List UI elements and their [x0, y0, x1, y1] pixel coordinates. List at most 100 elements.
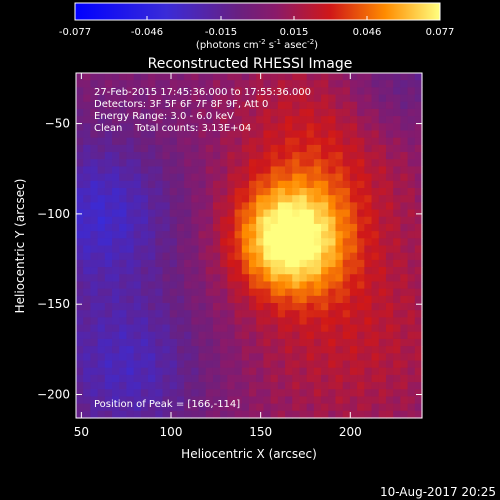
heatmap-cell [349, 87, 358, 96]
heatmap-cell [104, 159, 113, 168]
heatmap-cell [285, 166, 293, 175]
heatmap-cell [97, 94, 106, 103]
heatmap-cell [169, 159, 178, 168]
heatmap-cell [385, 108, 394, 117]
heatmap-cell [104, 116, 113, 124]
heatmap-cell [321, 152, 329, 160]
heatmap-cell [191, 382, 200, 390]
heatmap-cell [220, 238, 228, 247]
heatmap-cell [126, 274, 135, 283]
heatmap-cell [277, 231, 286, 239]
heatmap-cell [97, 374, 106, 383]
heatmap-cell [76, 382, 84, 390]
heatmap-cell [198, 245, 207, 254]
heatmap-cell [133, 317, 142, 326]
heatmap-cell [371, 159, 380, 168]
heatmap-cell [205, 87, 214, 96]
heatmap-cell [299, 159, 308, 168]
heatmap-cell [378, 216, 387, 225]
heatmap-cell [321, 137, 329, 146]
heatmap-cell [212, 346, 221, 354]
heatmap-cell [112, 101, 120, 110]
heatmap-cell [126, 374, 135, 383]
heatmap-cell [133, 108, 142, 117]
heatmap-cell [234, 281, 243, 290]
heatmap-cell [299, 288, 308, 297]
heatmap-cell [90, 80, 99, 88]
heatmap-cell [385, 324, 394, 333]
heatmap-cell [76, 152, 84, 160]
heatmap-cell [126, 259, 135, 268]
heatmap-cell [357, 80, 365, 88]
heatmap-cell [169, 303, 178, 311]
heatmap-cell [313, 252, 322, 261]
heatmap-cell [155, 374, 164, 383]
heatmap-cell [277, 166, 286, 175]
heatmap-cell [140, 259, 149, 268]
heatmap-cell [263, 267, 272, 275]
heatmap-cell [378, 180, 387, 189]
heatmap-cell [385, 317, 394, 326]
timestamp: 10-Aug-2017 20:25 [380, 485, 496, 499]
heatmap-cell [184, 180, 192, 189]
heatmap-cell [198, 123, 207, 132]
heatmap-cell [184, 202, 192, 211]
heatmap-cell [119, 310, 128, 318]
heatmap-cell [148, 245, 156, 254]
heatmap-cell [176, 87, 185, 96]
heatmap-cell [270, 374, 279, 383]
heatmap-cell [176, 123, 185, 132]
heatmap-cell [270, 195, 279, 203]
heatmap-cell [342, 245, 351, 254]
heatmap-cell [184, 188, 192, 196]
heatmap-cell [184, 267, 192, 275]
heatmap-cell [155, 80, 164, 88]
heatmap-cell [104, 137, 113, 146]
heatmap-cell [393, 130, 401, 139]
heatmap-cell [357, 382, 365, 390]
heatmap-cell [306, 274, 315, 283]
heatmap-cell [306, 382, 315, 390]
heatmap-cell [256, 389, 265, 398]
heatmap-cell [162, 353, 171, 362]
heatmap-cell [277, 389, 286, 398]
heatmap-cell [112, 188, 120, 196]
heatmap-cell [313, 101, 322, 110]
heatmap-cell [263, 180, 272, 189]
heatmap-cell [385, 209, 394, 218]
heatmap-cell [112, 353, 120, 362]
heatmap-cell [357, 252, 365, 261]
heatmap-cell [241, 94, 250, 103]
heatmap-cell [335, 173, 344, 182]
peak-position-label: Position of Peak = [166,-114] [94, 399, 240, 410]
heatmap-cell [342, 338, 351, 347]
heatmap-cell [400, 252, 409, 261]
heatmap-cell [277, 152, 286, 160]
heatmap-cell [162, 80, 171, 88]
heatmap-cell [249, 173, 257, 182]
heatmap-cell [371, 252, 380, 261]
heatmap-cell [256, 288, 265, 297]
heatmap-cell [299, 73, 308, 81]
heatmap-cell [378, 173, 387, 182]
heatmap-cell [299, 173, 308, 182]
heatmap-cell [342, 238, 351, 247]
heatmap-cell [104, 108, 113, 117]
heatmap-cell [234, 73, 243, 81]
heatmap-cell [176, 382, 185, 390]
heatmap-cell [335, 346, 344, 354]
heatmap-cell [321, 87, 329, 96]
heatmap-cell [97, 389, 106, 398]
heatmap-cell [126, 324, 135, 333]
heatmap-cell [198, 166, 207, 175]
heatmap-cell [277, 180, 286, 189]
heatmap-cell [328, 324, 337, 333]
heatmap-cell [212, 223, 221, 232]
heatmap-cell [313, 152, 322, 160]
heatmap-cell [133, 374, 142, 383]
heatmap-cell [198, 331, 207, 340]
heatmap-cell [90, 396, 99, 405]
heatmap-cell [83, 202, 92, 211]
heatmap-cell [90, 353, 99, 362]
heatmap-cell [400, 259, 409, 268]
